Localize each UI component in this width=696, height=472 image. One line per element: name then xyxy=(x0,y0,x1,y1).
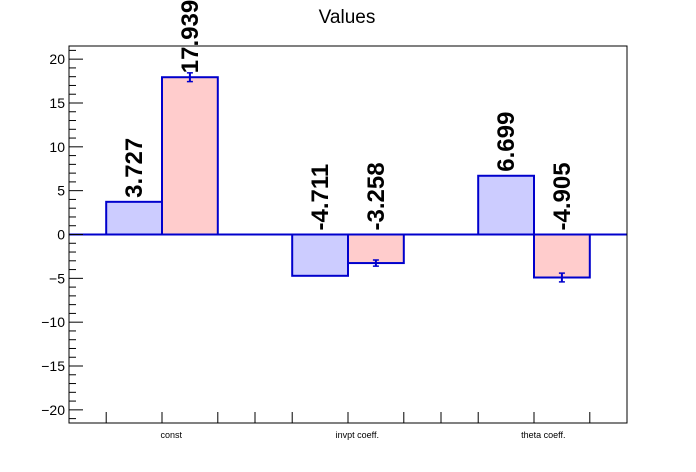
bar-s1-2 xyxy=(477,174,536,236)
category-label: invpt coeff. xyxy=(336,430,379,440)
y-tick-label: −15 xyxy=(41,358,65,374)
category-label: theta coeff. xyxy=(521,430,565,440)
labels-layer: 3.727 -4.711 6.699 17.939 -3.258 -4.905 xyxy=(121,0,576,231)
data-label-s1-0: 3.727 xyxy=(121,138,148,198)
data-label-s2-2: -4.905 xyxy=(549,162,576,230)
y-tick-label: 0 xyxy=(57,227,65,243)
y-tick-label: −20 xyxy=(41,402,65,418)
data-label-s1-2: 6.699 xyxy=(493,112,520,172)
bar-s1-1 xyxy=(291,233,350,277)
y-tick-label: −5 xyxy=(49,270,65,286)
bars-layer xyxy=(69,72,627,283)
data-label-s2-0: 17.939 xyxy=(177,0,204,73)
data-label-s2-1: -3.258 xyxy=(363,162,390,230)
bar-s2-2 xyxy=(533,233,591,279)
axes-layer: 20 15 10 5 0 −5 −10 −15 −20 const invpt coeff. thet… xyxy=(41,45,628,440)
bar-s2-0 xyxy=(161,76,219,236)
y-tick-label: 15 xyxy=(49,95,65,111)
y-tick-label: −10 xyxy=(41,314,65,330)
chart-title: Values xyxy=(319,7,376,28)
bar-s2-1 xyxy=(347,233,405,265)
y-tick-label: 10 xyxy=(49,139,65,155)
y-tick-label: 20 xyxy=(49,51,65,67)
category-label: const xyxy=(161,430,183,440)
data-label-s1-1: -4.711 xyxy=(307,164,334,231)
bar-s1-0 xyxy=(105,200,163,236)
y-tick-label: 5 xyxy=(57,183,65,199)
